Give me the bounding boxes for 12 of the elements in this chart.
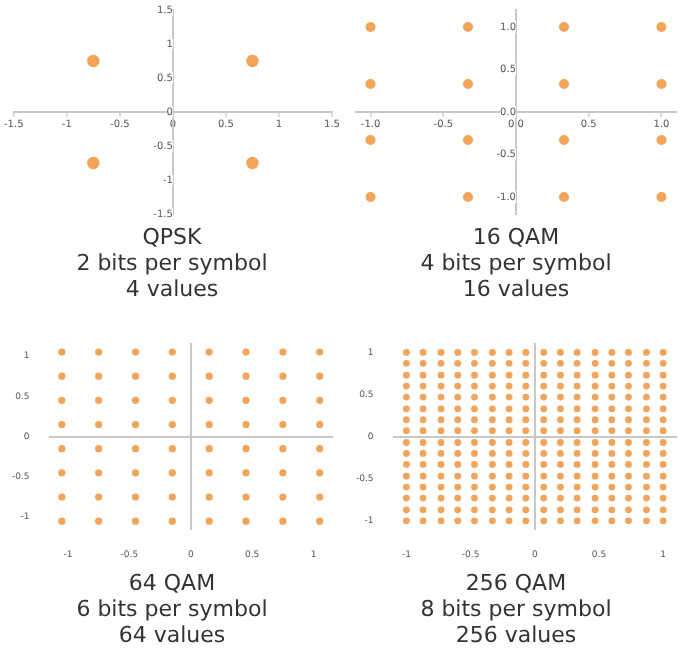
text: 64 QAM: [126, 570, 218, 596]
text: 4 values: [123, 276, 221, 302]
text: 8 bits per symbol: [418, 596, 614, 622]
text: 256 QAM: [463, 570, 569, 596]
text: 16 QAM: [470, 224, 562, 250]
text: QPSK: [140, 224, 204, 250]
text: 6 bits per symbol: [74, 596, 270, 622]
text: 256 values: [453, 622, 579, 648]
text: 4 bits per symbol: [418, 250, 614, 276]
text: 16 values: [460, 276, 572, 302]
text: 64 values: [116, 622, 228, 648]
text: 2 bits per symbol: [74, 250, 270, 276]
